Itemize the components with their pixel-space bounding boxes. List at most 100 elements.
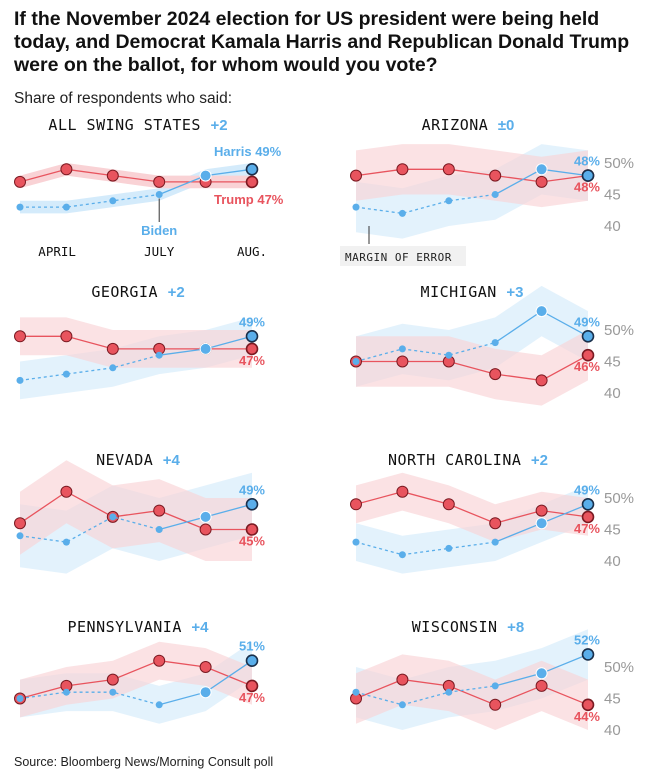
harris-end-label: 51% xyxy=(239,639,265,654)
y-tick-label: 45 xyxy=(604,691,621,708)
panel-lead: +2 xyxy=(210,117,227,134)
panel-wisconsin: WISCONSIN +8 50% 45 40 52% 44% xyxy=(350,618,634,739)
panel-pennsylvania: PENNSYLVANIA +4 51% 47% xyxy=(14,618,265,724)
panel-arizona: ARIZONA ±0 50% 45 40 48% 48% MARGIN OF ERROR xyxy=(340,116,634,266)
harris-end-label: 48% xyxy=(574,154,600,169)
x-tick-label: APRIL xyxy=(38,244,76,259)
biden-point xyxy=(491,191,499,198)
panel-nevada: NEVADA +4 49% 45% xyxy=(14,451,265,574)
trump-point xyxy=(245,342,259,356)
biden-point xyxy=(398,209,406,217)
moe-annotation-label: MARGIN OF ERROR xyxy=(345,251,452,264)
trump-point xyxy=(350,498,362,511)
trump-point xyxy=(14,517,26,530)
harris-point xyxy=(581,169,595,182)
trump-end-label: 45% xyxy=(239,534,265,549)
trump-point xyxy=(581,510,595,524)
trump-point xyxy=(106,342,119,355)
trump-point xyxy=(14,175,26,188)
trump-moe-band xyxy=(20,641,252,718)
biden-point xyxy=(16,695,24,702)
panel-lead: +2 xyxy=(531,452,548,469)
trump-moe-band xyxy=(356,654,588,730)
panel-michigan: MICHIGAN +3 50% 45 40 49% 46% xyxy=(350,283,634,406)
trump-point xyxy=(199,661,212,673)
trump-line xyxy=(20,335,252,350)
biden-point xyxy=(155,701,163,709)
y-tick-label: 45 xyxy=(604,522,621,539)
harris-point xyxy=(199,510,212,523)
trump-point xyxy=(535,175,548,188)
source-note: Source: Bloomberg News/Morning Consult p… xyxy=(14,755,274,769)
panel-title: MICHIGAN +3 xyxy=(421,283,524,301)
panel-state-name: NORTH CAROLINA xyxy=(388,451,531,469)
panel-lead: ±0 xyxy=(498,117,515,134)
biden-point xyxy=(491,339,499,347)
trump-line xyxy=(355,168,589,183)
trump-point xyxy=(535,374,548,387)
y-tick-label: 50% xyxy=(604,322,634,339)
biden-point xyxy=(352,358,360,365)
biden-point xyxy=(491,682,499,690)
harris-end-label: Harris 49% xyxy=(214,144,282,159)
biden-line xyxy=(19,516,160,543)
biden-point xyxy=(352,203,360,211)
trump-point xyxy=(581,698,595,712)
biden-point xyxy=(445,197,453,205)
y-tick-label: 50% xyxy=(604,490,634,507)
harris-point xyxy=(581,648,595,661)
trump-point xyxy=(153,504,166,517)
panel-north-carolina: NORTH CAROLINA +2 50% 45 40 49% 47% xyxy=(350,451,634,574)
biden-line xyxy=(355,341,496,363)
trump-line xyxy=(355,678,589,706)
harris-point xyxy=(581,329,595,343)
trump-point xyxy=(153,175,166,188)
biden-point xyxy=(445,351,453,359)
biden-line xyxy=(20,193,160,208)
harris-end-label: 49% xyxy=(574,314,600,329)
panel-title: WISCONSIN +8 xyxy=(412,618,524,636)
biden-point xyxy=(62,538,70,546)
biden-point xyxy=(109,513,117,521)
y-tick-label: 45 xyxy=(604,187,621,204)
harris-point xyxy=(581,497,595,511)
biden-point xyxy=(491,538,499,546)
trump-point xyxy=(489,517,502,530)
trump-point xyxy=(245,523,259,536)
y-tick-label: 40 xyxy=(604,722,621,739)
panel-lead: +4 xyxy=(191,619,209,636)
biden-point xyxy=(155,191,163,198)
panel-title: NEVADA +4 xyxy=(96,451,180,469)
panel-lead: +8 xyxy=(507,619,524,636)
biden-point xyxy=(16,532,24,540)
biden-point xyxy=(398,701,406,709)
trump-end-label: Trump 47% xyxy=(214,192,284,207)
panel-title: ALL SWING STATES +2 xyxy=(48,116,227,134)
trump-point xyxy=(535,504,548,517)
trump-end-label: 44% xyxy=(574,709,600,724)
panel-state-name: WISCONSIN xyxy=(412,618,507,636)
harris-end-label: 49% xyxy=(239,482,265,497)
harris-point xyxy=(199,686,212,699)
x-tick-label: JULY xyxy=(144,244,175,259)
harris-point xyxy=(199,169,212,182)
panel-lead: +2 xyxy=(168,284,185,301)
biden-point xyxy=(352,538,360,546)
y-tick-label: 40 xyxy=(604,553,621,570)
harris-point xyxy=(245,654,259,668)
panel-title: GEORGIA +2 xyxy=(91,283,184,301)
panel-georgia: GEORGIA +2 49% 47% xyxy=(14,283,265,400)
trump-point xyxy=(442,163,455,176)
panel-state-name: PENNSYLVANIA xyxy=(67,618,191,636)
trump-point xyxy=(581,348,595,362)
trump-point xyxy=(60,330,73,343)
biden-point xyxy=(109,197,117,205)
y-tick-label: 40 xyxy=(604,218,621,235)
trump-line xyxy=(19,490,252,531)
trump-line xyxy=(356,354,589,382)
panel-title: ARIZONA ±0 xyxy=(422,116,515,134)
panel-state-name: GEORGIA xyxy=(91,283,167,301)
harris-point xyxy=(535,163,548,176)
harris-point xyxy=(245,329,259,343)
chart-subtitle: Share of respondents who said: xyxy=(14,90,232,107)
